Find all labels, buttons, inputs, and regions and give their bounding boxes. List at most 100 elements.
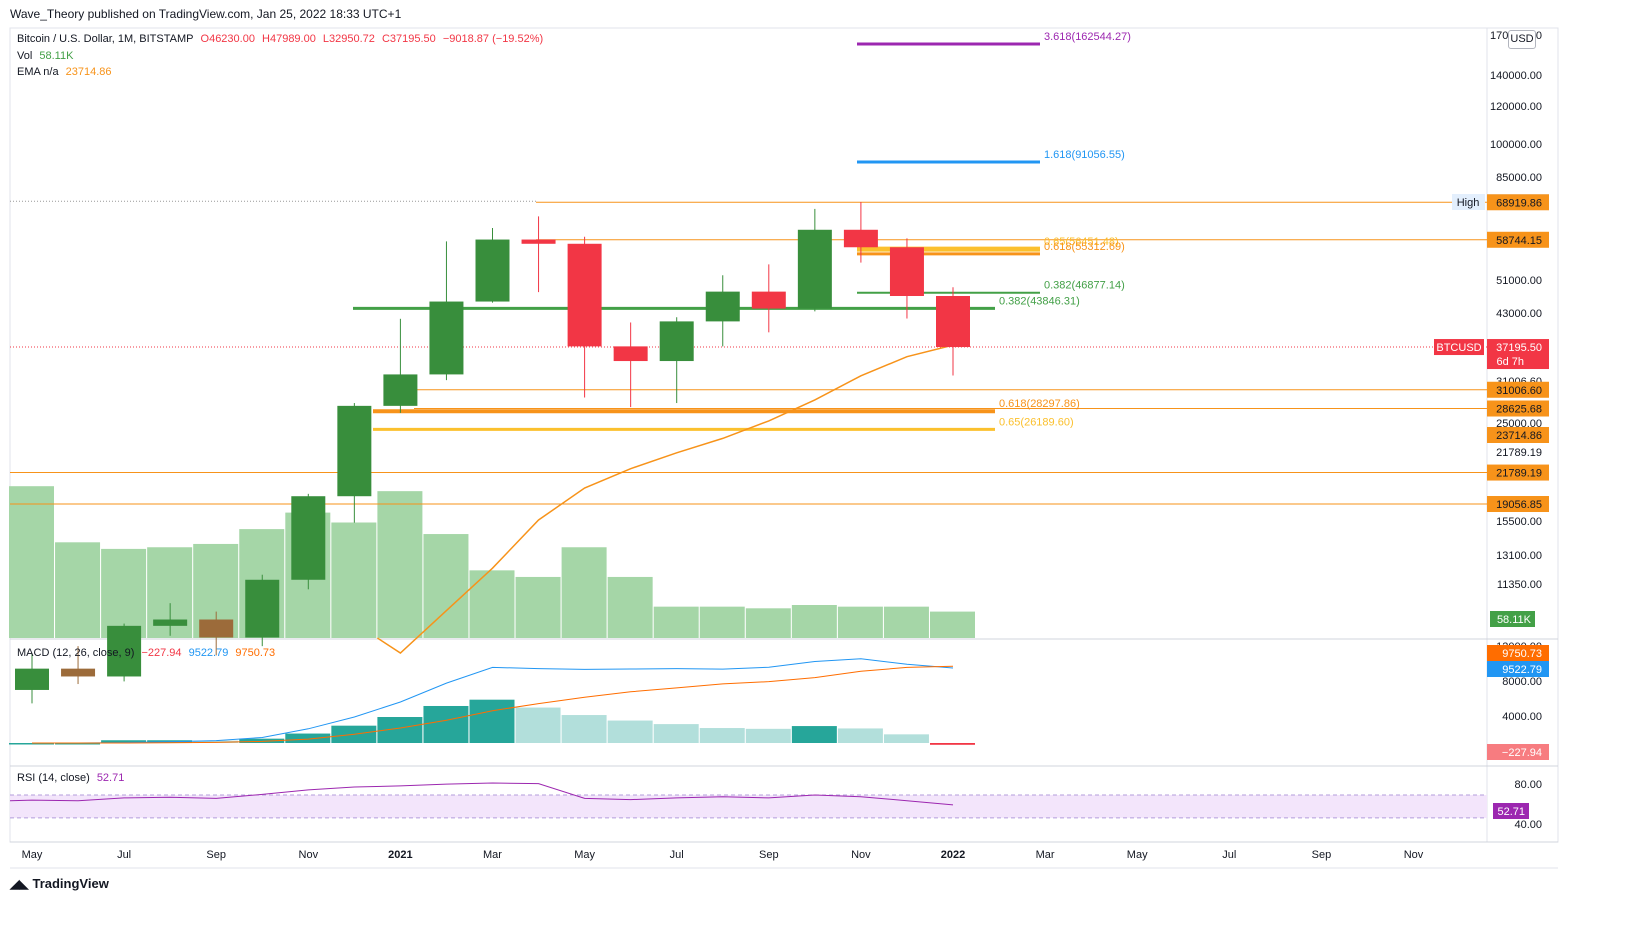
candle-body: [245, 579, 280, 638]
high-label-bg: [1452, 194, 1485, 210]
price-tick-label: 100000.00: [1490, 139, 1542, 151]
candle-body: [15, 668, 49, 690]
ema-price-badge: 23714.86: [1496, 430, 1542, 442]
time-tick-label: Jul: [117, 849, 131, 861]
level-price-badge: 68919.86: [1496, 197, 1542, 209]
ema-label[interactable]: EMA n/a: [17, 66, 59, 78]
volume-bar: [377, 491, 423, 638]
rsi-legend: RSI (14, close) 52.71: [17, 772, 128, 784]
macd-label[interactable]: MACD (12, 26, close, 9): [17, 647, 135, 659]
time-tick-label: 2021: [388, 849, 412, 861]
macd-histogram-bar: [515, 707, 561, 743]
ema-legend: EMA n/a 23714.86: [17, 66, 116, 78]
volume-bar: [745, 608, 791, 638]
volume-bar: [9, 486, 54, 638]
candle-body: [567, 243, 602, 347]
macd-line-badge: 9522.79: [1502, 664, 1542, 676]
symbol-badge-bg: [1434, 339, 1484, 356]
macd-histogram-bar: [423, 705, 469, 743]
vol-label[interactable]: Vol: [17, 50, 33, 62]
currency-button[interactable]: USD: [1508, 30, 1536, 49]
candle-body: [337, 405, 372, 497]
volume-bar: [55, 542, 101, 638]
level-price-badge: 19056.85: [1496, 499, 1542, 511]
candle-body: [843, 229, 878, 248]
vol-value: 58.11K: [39, 50, 74, 62]
brand-name: TradingView: [32, 876, 109, 891]
time-tick-label: May: [574, 849, 595, 861]
fib-level-label: 0.618(55312.69): [1044, 241, 1125, 253]
level-price-badge: 21789.19: [1496, 468, 1542, 480]
volume-bar: [837, 606, 883, 638]
time-tick-label: Mar: [1036, 849, 1055, 861]
rsi-tick-label: 40.00: [1514, 819, 1542, 831]
tradingview-brand[interactable]: ◢◣ TradingView: [10, 876, 109, 891]
price-tick-label: 140000.00: [1490, 70, 1542, 82]
macd-histogram-bar: [745, 728, 791, 743]
macd-histogram-bar: [791, 726, 837, 743]
price-tick-label: 43000.00: [1496, 308, 1542, 320]
macd-histogram-bar: [883, 734, 929, 743]
rsi-badge: 52.71: [1497, 806, 1525, 818]
volume-bar: [331, 522, 377, 638]
candle-body: [107, 625, 142, 677]
level-price-badge-bg: [1487, 400, 1549, 417]
volume-bar: [930, 611, 975, 638]
symbol-legend: Bitcoin / U.S. Dollar, 1M, BITSTAMP O462…: [17, 33, 547, 45]
rsi-value: 52.71: [96, 772, 125, 784]
price-tick-label: 51000.00: [1496, 275, 1542, 287]
level-price-badge-bg: [1487, 464, 1549, 481]
candle-body: [521, 239, 556, 244]
time-tick-label: Nov: [1404, 849, 1424, 861]
macd-histogram-bar: [561, 715, 607, 743]
ema-value: 23714.86: [65, 66, 112, 78]
countdown-label: 6d 7h: [1496, 356, 1524, 368]
macd-histogram-bar: [653, 724, 699, 743]
legend-low: L32950.72: [322, 33, 375, 45]
time-tick-label: 2022: [941, 849, 965, 861]
publisher-line: Wave_Theory published on TradingView.com…: [10, 7, 402, 21]
candle-body: [383, 374, 418, 406]
macd-histogram-bar: [469, 699, 515, 743]
price-tick-label: 15500.00: [1496, 516, 1542, 528]
macd-tick-label: 8000.00: [1502, 676, 1542, 688]
macd-line: [32, 658, 954, 744]
level-price-badge: 58744.15: [1496, 235, 1542, 247]
macd-histogram-bar: [699, 728, 745, 743]
macd-signal-line: [32, 665, 954, 744]
candle-body: [751, 291, 786, 309]
candle-body: [61, 668, 96, 677]
macd-histogram-bar: [930, 743, 975, 745]
candle-body: [613, 346, 648, 362]
fib-level-label: 0.65(56451.48): [1044, 236, 1119, 248]
legend-close: C37195.50: [381, 33, 436, 45]
fib-level-label: 0.382(43846.31): [999, 295, 1080, 307]
fib-level-label: 0.618(28297.86): [999, 398, 1080, 410]
level-price-badge-bg: [1487, 381, 1549, 398]
rsi-band: [10, 795, 1487, 818]
volume-bar: [469, 570, 515, 638]
candle-body: [475, 239, 510, 302]
volume-bar: [515, 576, 561, 638]
time-tick-label: Sep: [206, 849, 226, 861]
candle-body: [889, 247, 924, 296]
fib-level-label: 1.618(91056.55): [1044, 149, 1125, 161]
price-tick-label: 120000.00: [1490, 101, 1542, 113]
macd-tick-label: 4000.00: [1502, 711, 1542, 723]
price-tick-label: 11350.00: [1497, 579, 1542, 591]
macd-line-badge-bg: [1487, 661, 1549, 677]
time-tick-label: Mar: [483, 849, 502, 861]
symbol-name[interactable]: Bitcoin / U.S. Dollar, 1M, BITSTAMP: [17, 33, 194, 45]
current-price-badge: 37195.50: [1496, 342, 1542, 354]
volume-bar: [791, 605, 837, 638]
time-tick-label: May: [22, 849, 43, 861]
time-tick-label: Sep: [1312, 849, 1332, 861]
rsi-label[interactable]: RSI (14, close): [17, 772, 90, 784]
time-tick-label: Jul: [1222, 849, 1236, 861]
candle-body: [797, 229, 832, 309]
price-tick-label: 85000.00: [1496, 172, 1542, 184]
current-price-badge-bg: [1487, 339, 1549, 370]
candle-body: [291, 496, 326, 580]
macd-histogram-bar: [285, 733, 331, 743]
